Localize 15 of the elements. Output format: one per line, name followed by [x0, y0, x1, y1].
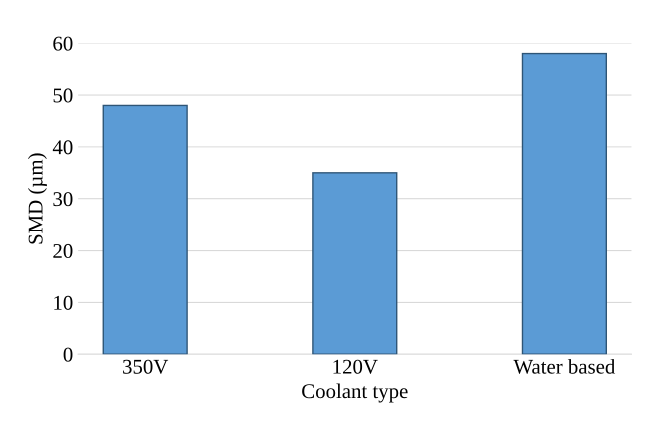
x-tick-label: 350V [123, 360, 168, 374]
y-tick-label: 20 [53, 244, 72, 258]
x-tick-label: 120V [333, 360, 378, 374]
y-tick-label: 40 [52, 140, 72, 154]
y-tick-label: 10 [54, 296, 72, 310]
bar [102, 104, 188, 354]
y-tick-label: 50 [54, 88, 72, 102]
bar [522, 52, 608, 354]
bar [312, 172, 398, 354]
y-tick-label: 0 [64, 348, 72, 362]
x-tick-label: Water based [513, 359, 616, 374]
y-tick-label: 60 [53, 36, 72, 51]
y-axis-title: SMD (µm) [28, 153, 47, 244]
y-tick-label: 30 [53, 192, 72, 206]
x-axis-title: Coolant type [302, 384, 408, 402]
